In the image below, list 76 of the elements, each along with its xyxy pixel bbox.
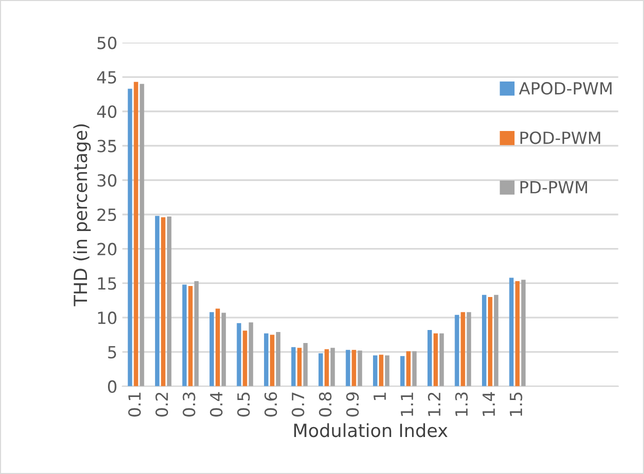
x-tick-label: 1.4: [482, 392, 495, 416]
bar: [466, 312, 472, 386]
bar: [521, 280, 526, 386]
bar: [167, 216, 172, 386]
x-tick-label: 0.2: [155, 392, 168, 417]
x-tick-label: 1.5: [510, 392, 522, 416]
y-tick-label: 0: [108, 380, 116, 393]
bar: [515, 281, 520, 386]
bar: [140, 84, 144, 386]
bar: [276, 332, 280, 386]
x-axis-title: Modulation Index: [294, 423, 448, 438]
legend-label: PD-PWM: [520, 181, 588, 194]
y-tick-label: 35: [98, 140, 116, 152]
y-tick-label: 50: [98, 36, 116, 50]
bar: [400, 356, 405, 386]
bar: [264, 333, 268, 386]
x-tick-label: 0.9: [346, 392, 359, 417]
bar: [358, 350, 362, 386]
y-tick-label: 30: [98, 174, 116, 187]
y-tick-label: 40: [97, 105, 116, 118]
x-tick-label: 0.3: [182, 392, 196, 417]
bar: [210, 312, 214, 386]
y-tick-label: 25: [98, 208, 116, 222]
legend-label: POD-PWM: [520, 131, 600, 144]
bar: [188, 286, 193, 386]
legend-label: APOD-PWM: [518, 82, 612, 95]
bar: [494, 294, 498, 386]
y-axis-title: THD (in percentage): [73, 124, 91, 306]
bar: [155, 216, 160, 386]
bar: [242, 330, 248, 386]
bar: [236, 323, 242, 386]
x-tick-label: 0.5: [237, 392, 250, 417]
bar: [303, 343, 308, 386]
bar: [297, 348, 302, 386]
bar: [330, 348, 335, 386]
bar: [509, 278, 514, 386]
bar: [222, 312, 226, 386]
bar: [352, 350, 356, 386]
y-tick-label: 15: [98, 277, 116, 290]
x-tick-label: 1.3: [455, 392, 468, 416]
x-tick-label: 1.2: [428, 392, 440, 416]
bar: [134, 82, 138, 386]
bar: [412, 351, 417, 386]
bar: [454, 314, 460, 386]
bar: [182, 284, 187, 386]
x-tick-label: 1: [374, 392, 386, 400]
x-tick-label: 0.1: [128, 392, 141, 417]
x-tick-label: 0.7: [292, 392, 304, 417]
bar: [270, 334, 274, 386]
bar: [346, 350, 350, 386]
x-tick-label: 0.6: [264, 392, 278, 417]
bar: [428, 330, 432, 386]
bar: [291, 347, 296, 386]
bar: [128, 88, 132, 386]
bar: [161, 217, 166, 386]
bar: [194, 281, 199, 386]
bar: [482, 294, 486, 386]
bar: [406, 351, 411, 386]
x-tick-label: 0.4: [210, 392, 223, 417]
bar: [373, 355, 378, 386]
bar: [440, 333, 444, 386]
bar: [460, 312, 466, 386]
y-tick-label: 10: [98, 312, 116, 324]
x-tick-label: 1.1: [400, 392, 414, 416]
y-tick-label: 20: [98, 242, 116, 256]
y-tick-label: 45: [97, 71, 116, 84]
bar: [488, 296, 492, 386]
bar: [385, 355, 390, 386]
bar: [324, 349, 329, 386]
y-tick-label: 5: [108, 346, 116, 359]
bar: [318, 353, 323, 386]
bar: [434, 333, 438, 386]
bar: [216, 308, 220, 386]
x-tick-label: 0.8: [318, 392, 332, 417]
bar: [379, 354, 384, 386]
bar: [248, 322, 254, 386]
